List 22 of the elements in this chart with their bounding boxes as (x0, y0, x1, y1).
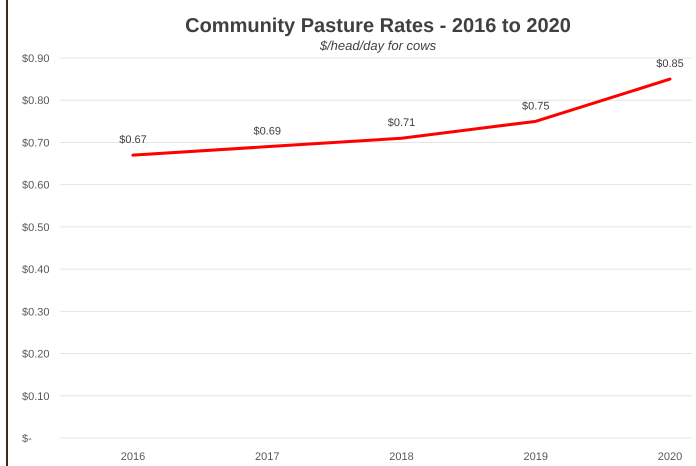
chart-title: Community Pasture Rates - 2016 to 2020 (185, 15, 571, 37)
data-label: $0.71 (388, 117, 416, 130)
x-tick-label: 2016 (120, 451, 146, 463)
y-tick-label: $0.20 (22, 348, 50, 361)
y-tick-label: $0.40 (22, 264, 50, 276)
data-label: $0.69 (253, 126, 282, 138)
data-label: $0.67 (119, 134, 147, 146)
y-tick-label: $0.90 (22, 53, 50, 65)
x-tick-label: 2019 (524, 451, 548, 463)
y-tick-label: $0.50 (22, 222, 50, 234)
y-tick-label: $0.30 (22, 306, 50, 318)
y-tick-label: $- (22, 433, 32, 445)
data-label: $0.85 (656, 58, 684, 70)
y-tick-label: $0.10 (22, 390, 50, 403)
x-tick-label: 2017 (255, 451, 280, 463)
y-tick-label: $0.60 (22, 180, 50, 192)
data-label: $0.75 (522, 100, 550, 112)
chart-subtitle: $/head/day for cows (318, 38, 437, 53)
y-tick-label: $0.70 (22, 137, 50, 150)
y-tick-label: $0.80 (22, 95, 50, 108)
x-tick-label: 2020 (658, 451, 682, 463)
x-tick-label: 2018 (389, 451, 414, 463)
